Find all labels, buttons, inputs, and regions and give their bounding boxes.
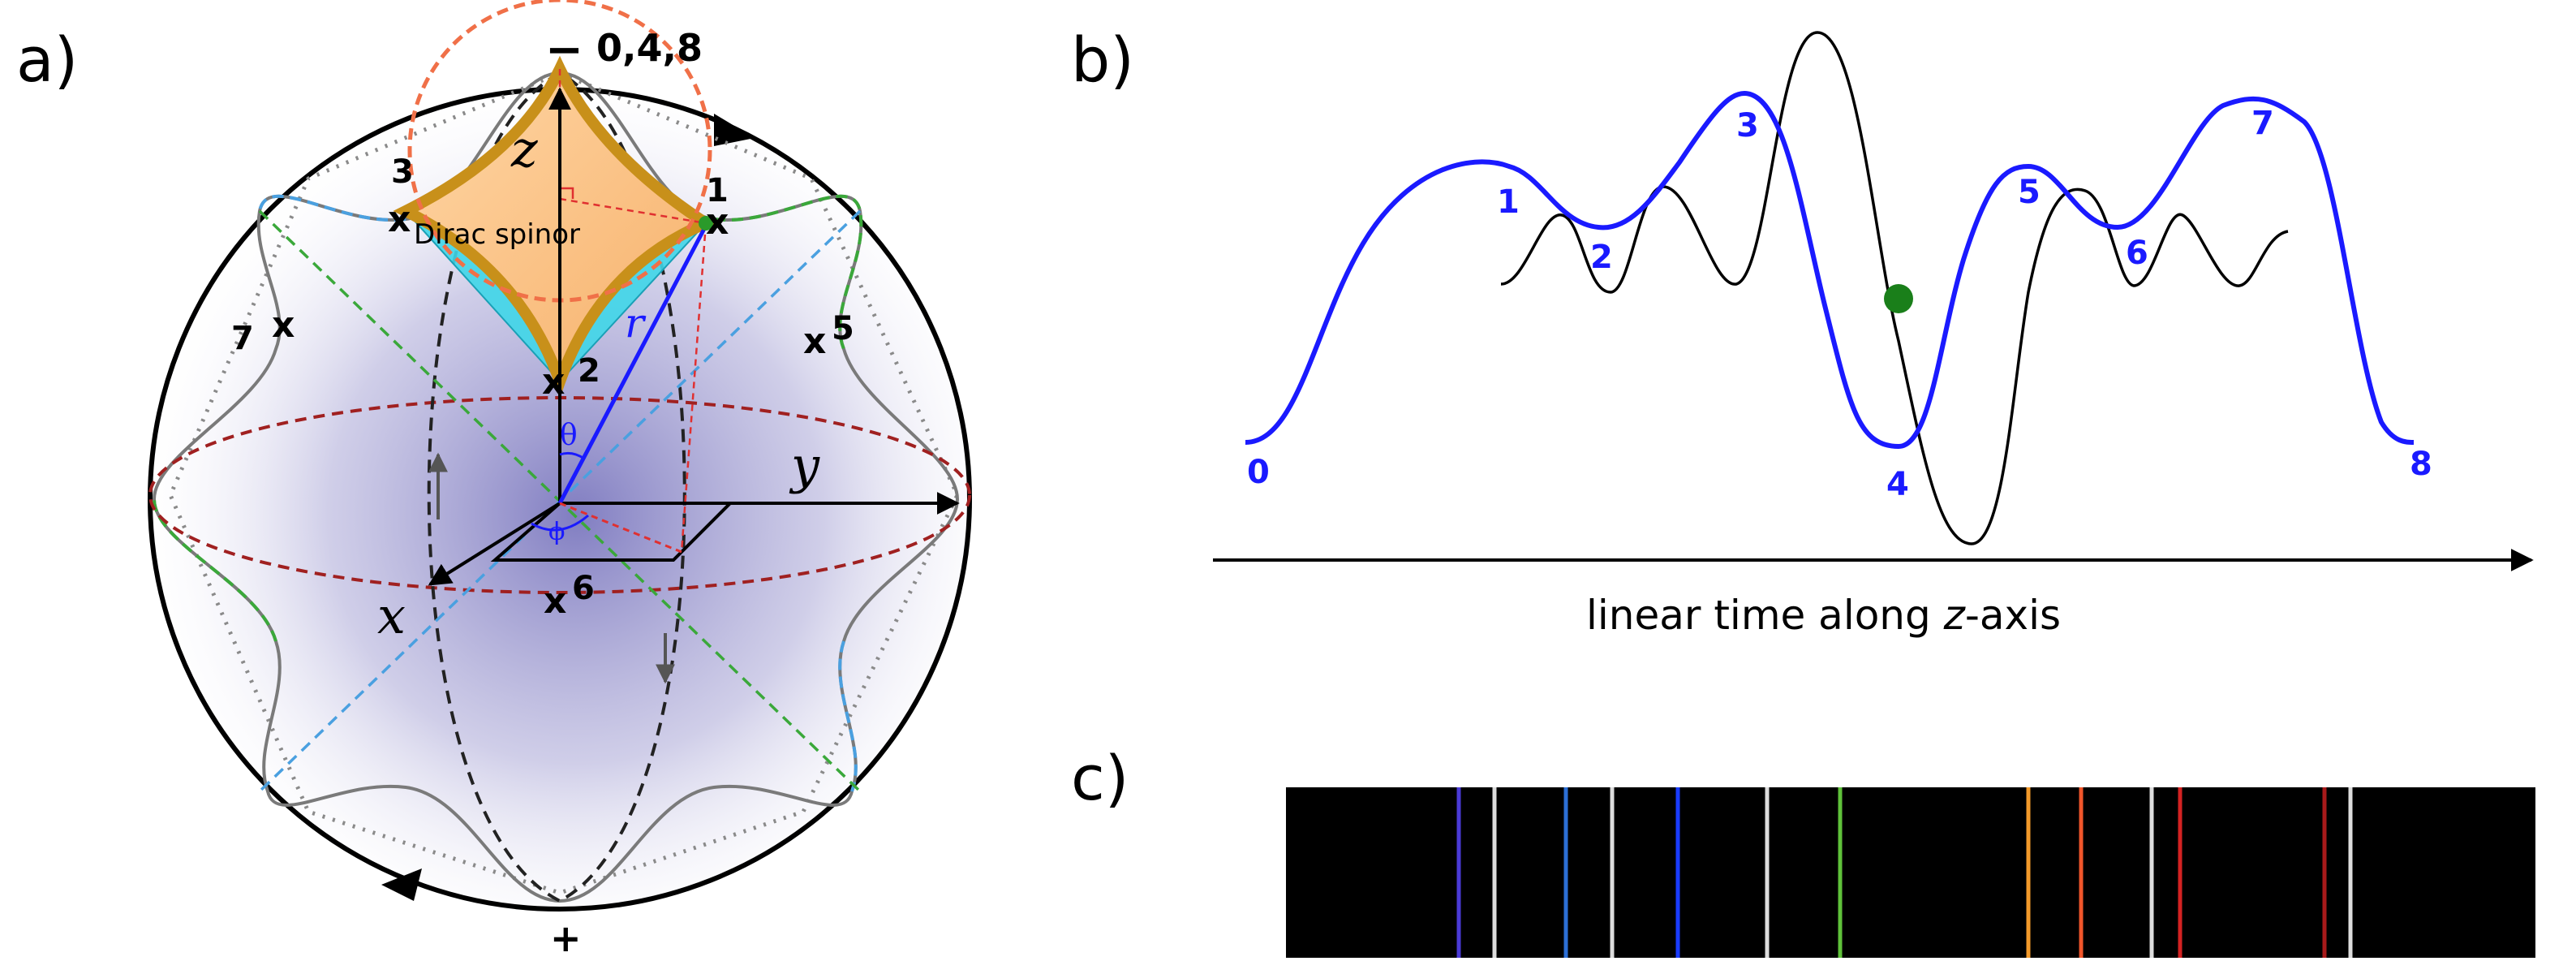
pole-bottom-sign: + <box>550 916 582 960</box>
theta-label: θ <box>560 419 578 452</box>
blue-label-4: 4 <box>1886 466 1909 503</box>
wavy-orbit-green-overlay <box>153 194 863 642</box>
phi-label: ϕ <box>548 518 565 546</box>
point-1-number: 1 <box>706 172 729 209</box>
point-1: x 1 <box>706 172 729 243</box>
blue-label-8: 8 <box>2410 446 2432 483</box>
point-5-mark: x <box>803 321 826 362</box>
blue-label-3: 3 <box>1736 107 1759 144</box>
pole-top-sign: − <box>545 24 583 76</box>
theta-arc <box>559 451 585 460</box>
axis-y-label: y <box>789 436 820 495</box>
rotation-arrow-top <box>714 114 755 146</box>
phi-arc <box>531 514 589 532</box>
spinor-red-dash-2 <box>559 197 707 225</box>
wavy-orbit-blue-overlay <box>258 194 858 792</box>
intersection-marker <box>1884 284 1913 313</box>
right-angle-mark <box>560 187 574 199</box>
point-2: x 2 <box>542 352 600 403</box>
spinor-green-dot <box>699 216 713 231</box>
point-2-number: 2 <box>578 352 600 390</box>
time-axis-label: linear time along z-axis <box>1586 592 2061 639</box>
point-5-number: 5 <box>832 310 854 347</box>
blue-label-2: 2 <box>1590 239 1613 276</box>
panel-c-label: c) <box>1071 742 1129 814</box>
spectrum-background <box>1286 787 2535 958</box>
spectrum-separators <box>1492 787 2353 958</box>
blue-label-7: 7 <box>2251 105 2274 142</box>
point-5: x 5 <box>803 310 854 362</box>
dotted-octagon <box>168 71 960 895</box>
rotation-arrow-bottom <box>381 868 422 901</box>
point-7-number: 7 <box>231 320 254 357</box>
point-1-mark: x <box>706 201 729 243</box>
axis-x-label: x <box>377 586 406 645</box>
blue-curve <box>1245 90 2415 450</box>
point-7-mark: x <box>272 304 295 346</box>
panel-a-label: a) <box>16 24 78 96</box>
pole-top-label: 0,4,8 <box>596 26 703 70</box>
panel-b: b) linear time along z-axis 0 1 2 3 4 5 … <box>1071 24 2534 639</box>
point-3-number: 3 <box>391 153 414 191</box>
point-3: x 3 <box>388 153 414 240</box>
point-6: x 6 <box>544 570 595 622</box>
black-curve <box>1500 31 2289 545</box>
point-6-mark: x <box>544 580 566 622</box>
spinor-label: Dirac spinor <box>414 218 580 251</box>
meridian <box>427 71 686 903</box>
blue-label-6: 6 <box>2126 235 2148 272</box>
point-3-mark: x <box>388 199 411 240</box>
radius-vector <box>557 224 708 505</box>
time-axis-label-prefix: linear time along <box>1586 592 1944 639</box>
x-axis <box>428 502 561 586</box>
panel-b-label: b) <box>1071 24 1134 96</box>
panel-a: a) Dirac spinor <box>16 0 972 960</box>
axis-z-label: z <box>510 119 538 179</box>
blue-label-1: 1 <box>1497 183 1520 221</box>
time-axis-label-suffix: -axis <box>1965 592 2061 639</box>
spectrum-lines <box>1456 787 2327 958</box>
point-2-mark: x <box>542 361 565 403</box>
xy-plane-parallelogram <box>490 502 734 562</box>
time-axis-label-italic: z <box>1943 592 1967 639</box>
point-6-number: 6 <box>572 570 595 607</box>
point-7: x 7 <box>231 304 295 357</box>
radius-label: r <box>625 300 647 347</box>
spinor-red-dash-3 <box>680 222 707 553</box>
panel-c: c) <box>1071 742 2535 958</box>
blue-label-0: 0 <box>1247 454 1270 491</box>
blue-label-5: 5 <box>2018 174 2041 211</box>
